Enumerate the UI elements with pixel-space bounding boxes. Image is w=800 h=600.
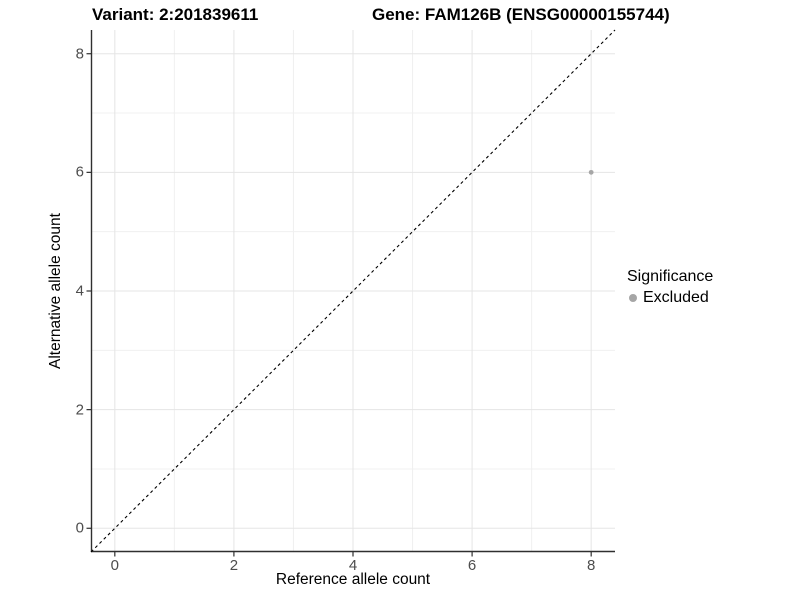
x-tick-label: 6 [467, 557, 477, 574]
legend-item-label: Excluded [643, 289, 709, 306]
legend: Significance Excluded [627, 268, 713, 307]
x-axis-title: Reference allele count [275, 571, 431, 588]
plot-panel [86, 29, 616, 557]
y-tick-label: 0 [75, 519, 84, 537]
x-tick-label: 2 [229, 557, 239, 574]
legend-title: Significance [627, 268, 714, 285]
y-axis-title: Alternative allele count [47, 213, 64, 369]
x-tick-label: 0 [110, 557, 119, 574]
y-tick-label: 6 [75, 163, 84, 181]
legend-item-excluded: Excluded [627, 289, 713, 307]
x-tick-label: 4 [348, 557, 358, 574]
plot-title: Variant: 2:201839611 Gene: FAM126B (ENSG… [0, 3, 800, 27]
legend-dot-icon [629, 294, 637, 302]
variant-title: Variant: 2:201839611 [92, 5, 259, 24]
gene-title: Gene: FAM126B (ENSG00000155744) [372, 5, 670, 24]
panel-canvas [86, 29, 616, 557]
y-tick-label: 8 [75, 45, 84, 63]
data-point [588, 169, 594, 175]
x-tick-label: 8 [587, 557, 596, 574]
y-tick-label: 2 [75, 401, 84, 419]
y-tick-label: 4 [75, 282, 84, 300]
